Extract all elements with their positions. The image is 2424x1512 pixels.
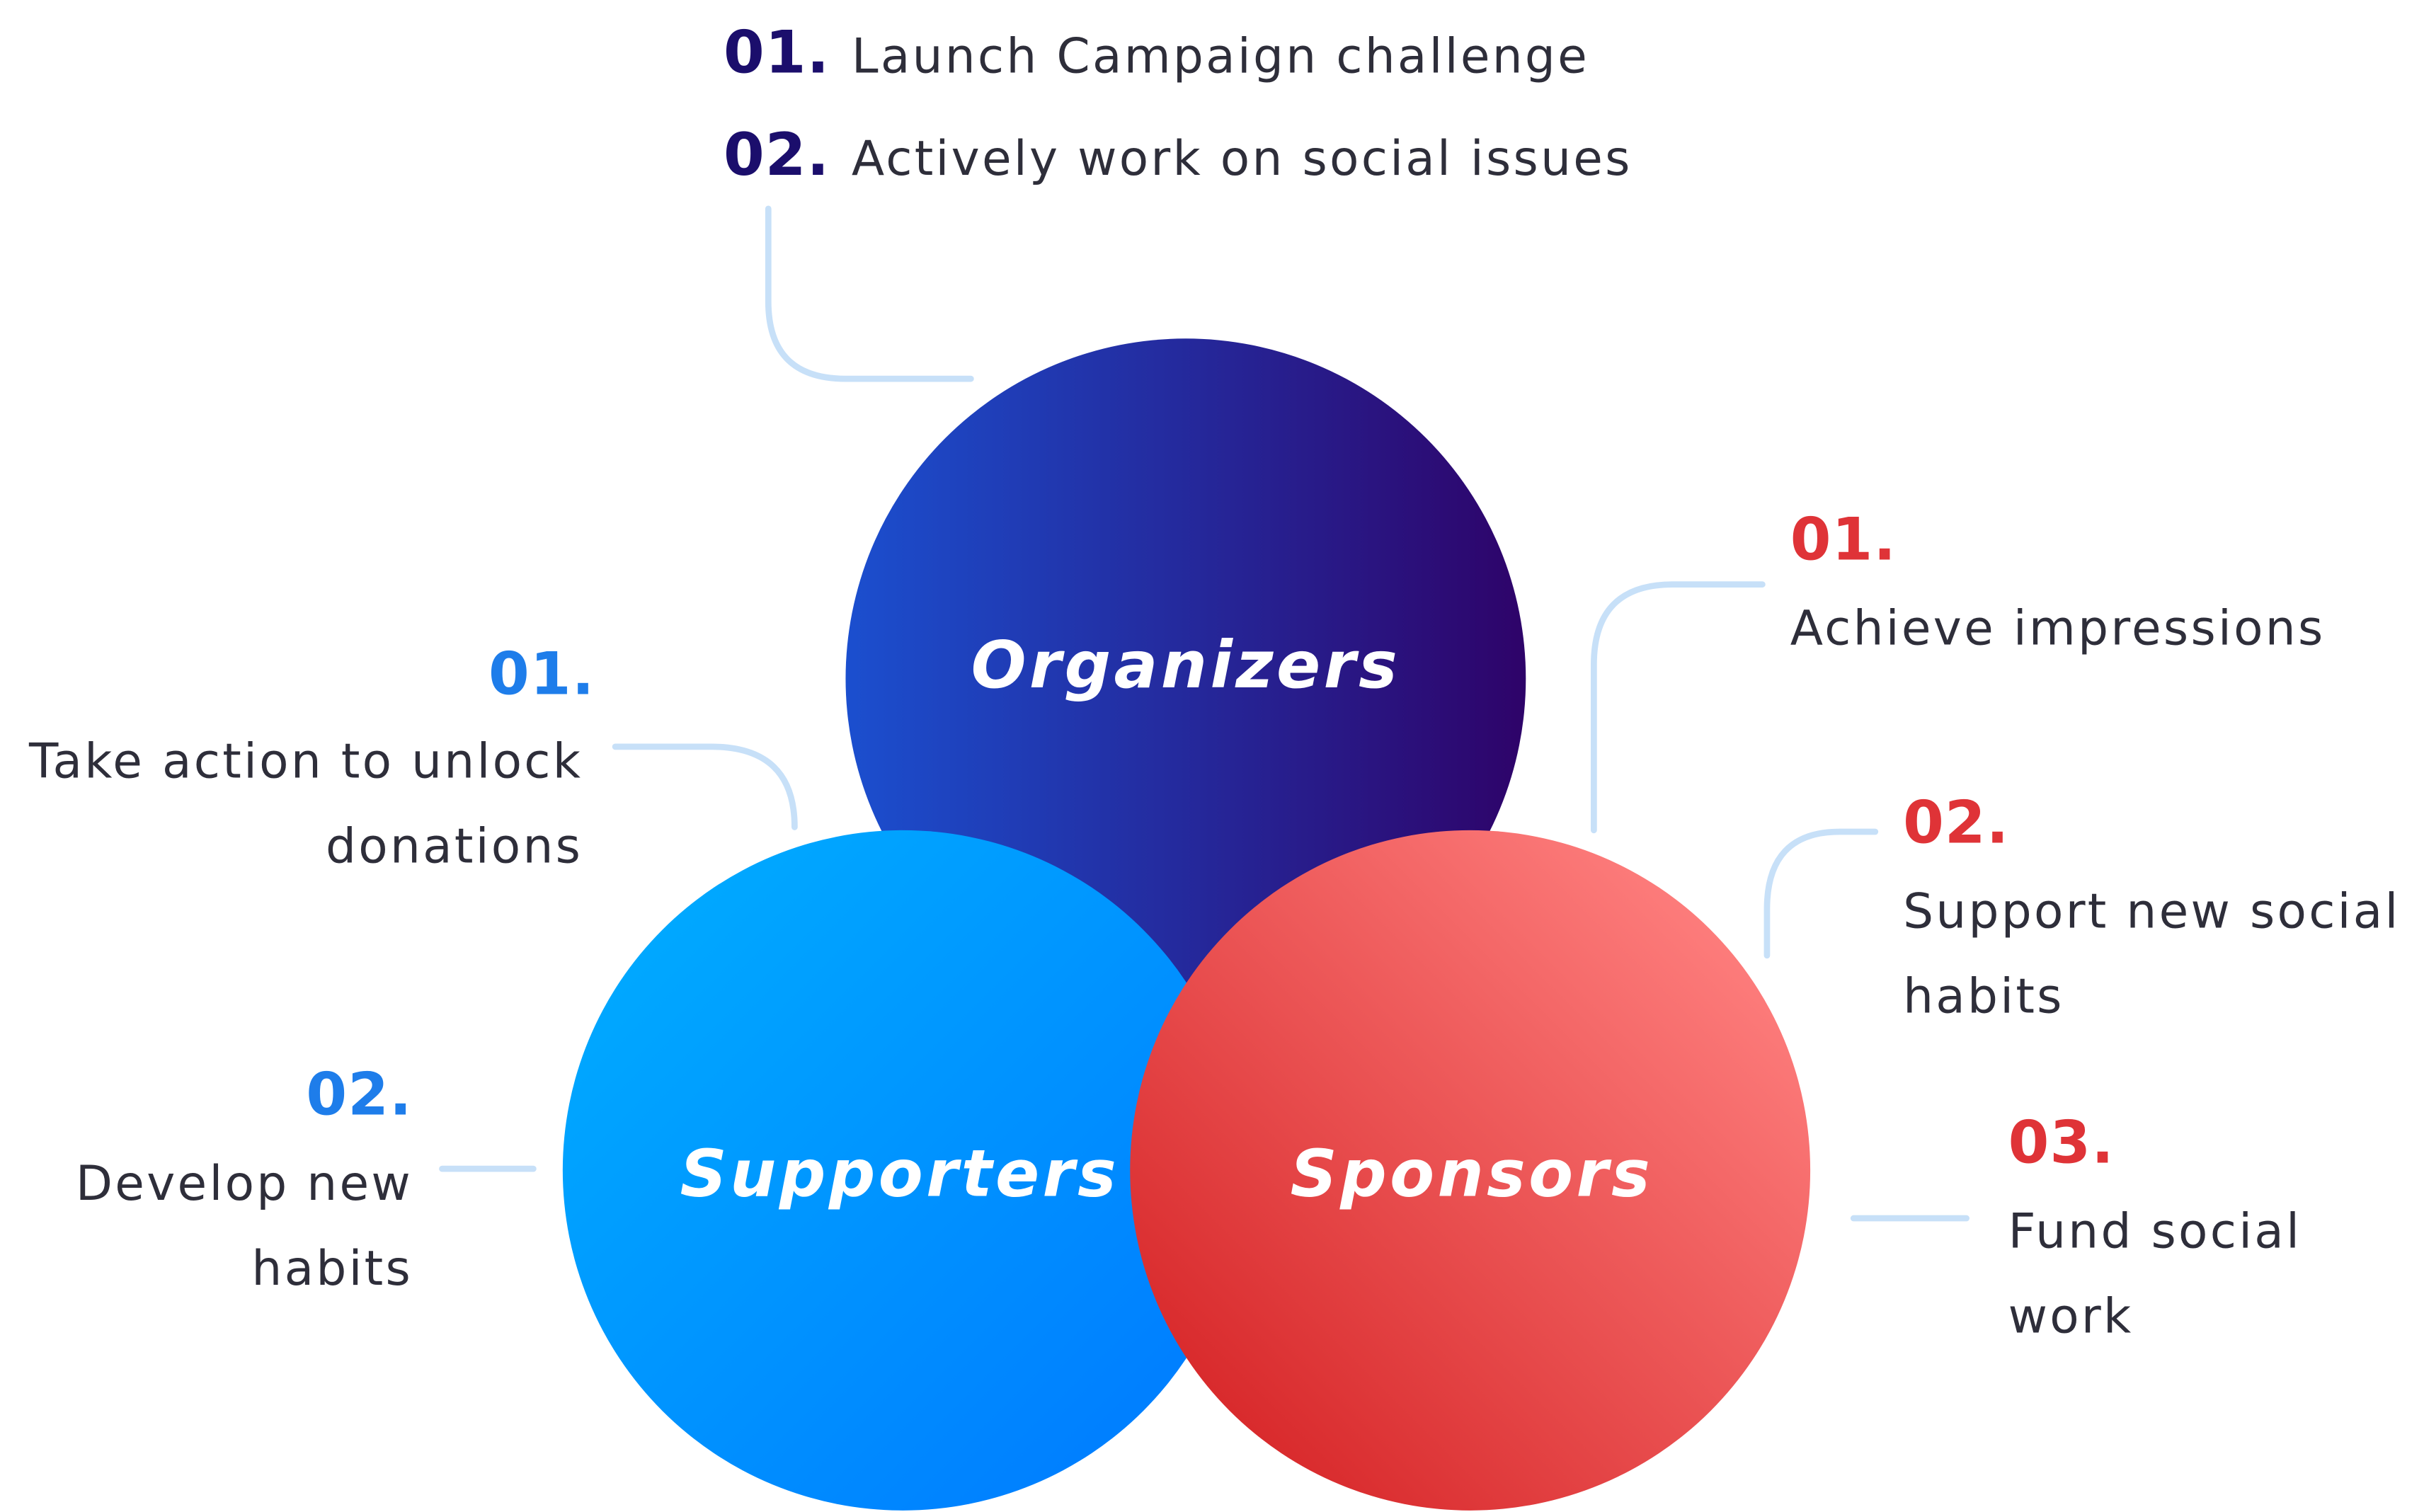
organizers-item-01: 01. Launch Campaign challenge bbox=[724, 18, 1589, 91]
sponsors-item-03-number: 03. bbox=[2008, 1108, 2115, 1177]
sponsors-item-03-text-line1: Fund social bbox=[2008, 1204, 2302, 1261]
supporters-circle bbox=[562, 830, 1243, 1511]
organizers-circle bbox=[845, 338, 1526, 1019]
sponsors-title: Sponsors bbox=[1290, 1135, 1654, 1212]
organizers-connector-line bbox=[765, 205, 974, 382]
supporters-item-02-number: 02. bbox=[306, 1060, 413, 1129]
sponsors-circle bbox=[1130, 830, 1811, 1511]
sponsors-item-02-text-line1: Support new social bbox=[1903, 884, 2401, 940]
supporters-01-connector-line bbox=[612, 743, 798, 830]
supporters-item-01-text-line2: donations bbox=[326, 819, 583, 876]
supporters-item-01-text-line1: Take action to unlock bbox=[29, 734, 583, 791]
sponsors-01-connector-line bbox=[1590, 581, 1766, 834]
sponsors-item-03-text-line2: work bbox=[2008, 1289, 2134, 1346]
sponsors-item-01-number: 01. bbox=[1790, 505, 1897, 574]
organizers-item-02-text: Actively work on social issues bbox=[851, 131, 1633, 188]
organizers-item-02-number: 02. bbox=[723, 120, 830, 189]
organizers-title: Organizers bbox=[971, 626, 1401, 703]
sponsors-item-01-text-line1: Achieve impressions bbox=[1790, 601, 2326, 658]
organizers-item-02: 02. Actively work on social issues bbox=[724, 120, 1633, 193]
supporters-title: Supporters bbox=[680, 1135, 1120, 1212]
sponsors-item-02-text-line2: habits bbox=[1903, 969, 2064, 1026]
organizers-item-01-text: Launch Campaign challenge bbox=[851, 29, 1590, 86]
sponsors-item-02-number: 02. bbox=[1903, 788, 2010, 857]
supporters-item-01-number: 01. bbox=[488, 640, 595, 709]
sponsors-02-connector-line bbox=[1763, 828, 1879, 959]
organizers-item-01-number: 01. bbox=[723, 18, 830, 87]
supporters-item-02-text-line1: Develop new bbox=[75, 1156, 413, 1213]
supporters-item-02-text-line2: habits bbox=[251, 1241, 413, 1298]
